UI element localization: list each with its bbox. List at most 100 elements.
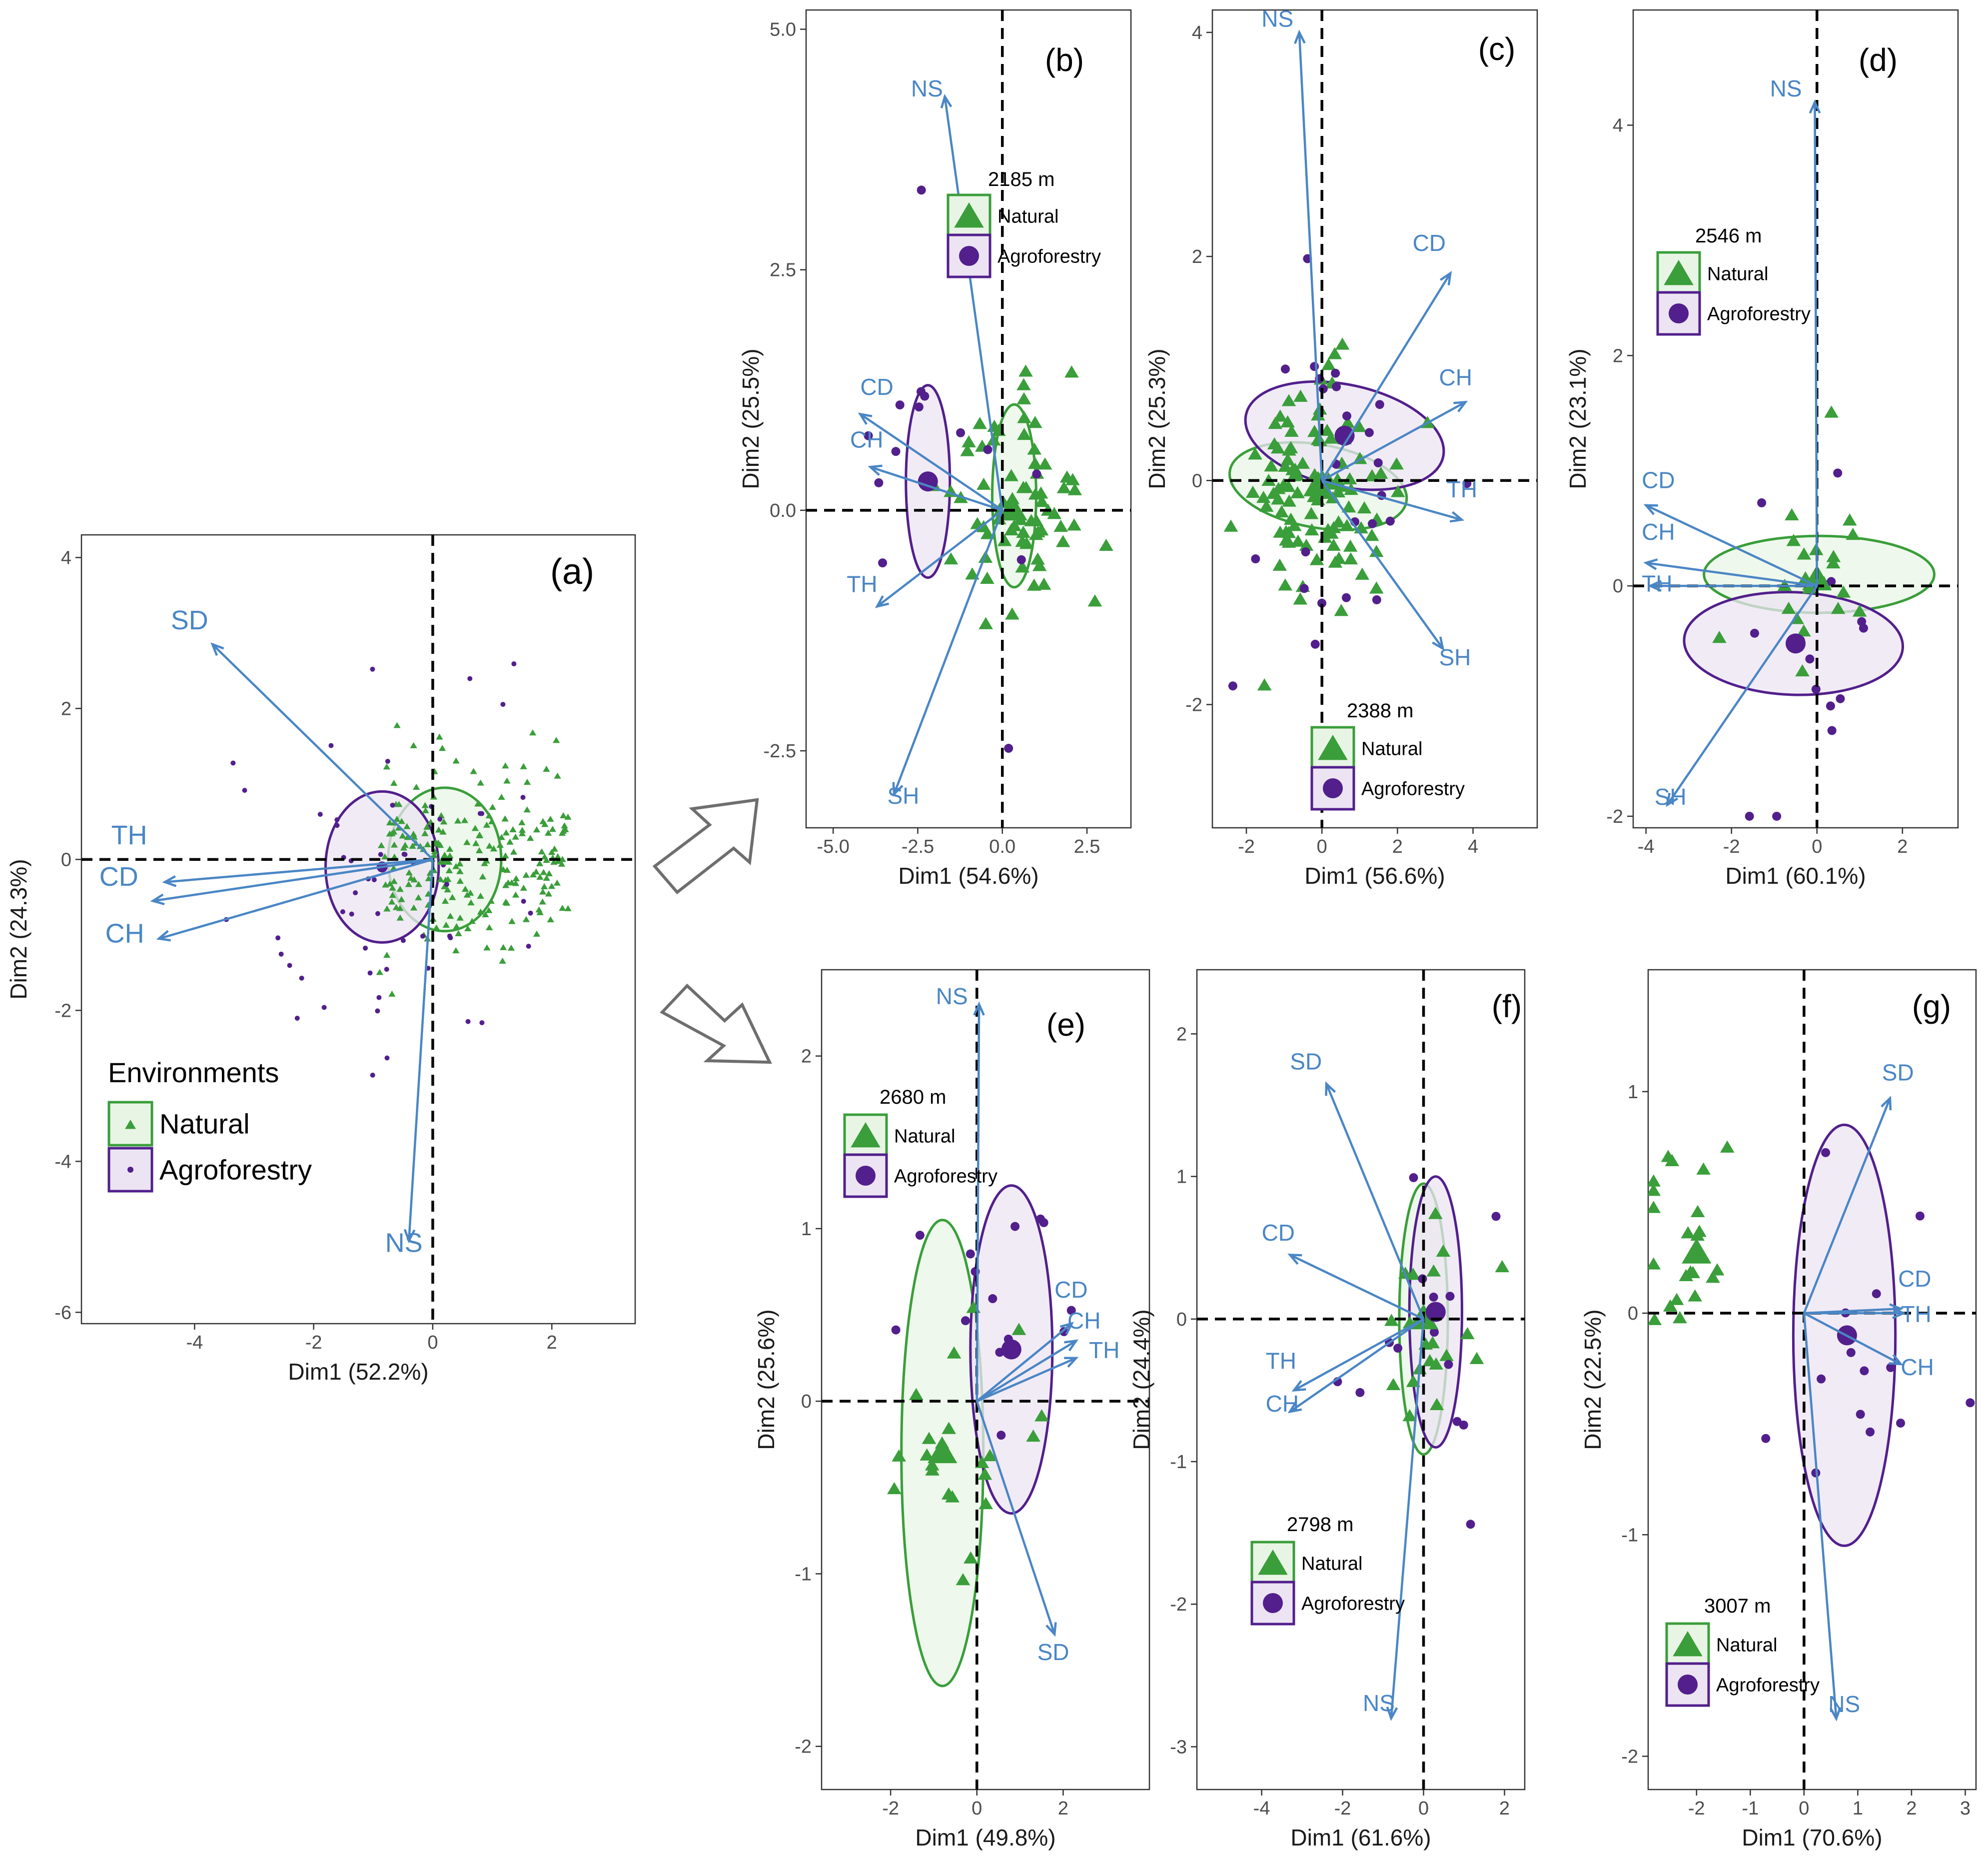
agroforestry-point <box>1317 598 1327 608</box>
natural-point <box>463 891 471 898</box>
natural-point <box>1007 519 1022 531</box>
natural-point <box>1004 469 1018 481</box>
agroforestry-point <box>299 975 304 981</box>
legend: 2798 m Natural Agroforestry <box>1250 1514 1405 1626</box>
agroforestry-point <box>917 185 926 195</box>
legend-label: Agroforestry <box>1361 778 1465 799</box>
y-tick-label: 0 <box>801 1391 812 1412</box>
natural-point <box>1067 483 1082 495</box>
legend-swatch <box>107 1147 153 1193</box>
natural-point <box>468 918 476 924</box>
agroforestry-point <box>1833 468 1843 478</box>
x-tick-label: -2 <box>1723 836 1740 857</box>
y-tick-label: 4 <box>1192 22 1202 43</box>
natural-point <box>403 823 411 829</box>
agroforestry-point <box>275 935 281 941</box>
panel-label: (b) <box>1045 42 1084 78</box>
natural-point <box>979 1497 993 1510</box>
vector-arrowhead-ch <box>1064 1339 1078 1352</box>
y-axis-title: Dim2 (25.3%) <box>1144 348 1170 489</box>
vector-label-ch: CH <box>1642 519 1675 545</box>
natural-point <box>520 763 527 769</box>
natural-point <box>410 830 417 837</box>
agroforestry-point <box>376 995 382 1000</box>
vector-arrowhead-ns <box>973 1001 985 1016</box>
natural-point <box>539 888 547 895</box>
natural-point <box>1064 365 1079 378</box>
natural-point <box>1334 604 1349 616</box>
natural-point <box>545 890 552 897</box>
natural-centroid <box>1682 1238 1712 1264</box>
natural-point <box>1696 1162 1711 1175</box>
legend-label: Natural <box>1361 738 1423 759</box>
agroforestry-point <box>371 877 377 882</box>
natural-point <box>383 905 391 912</box>
agroforestry-point <box>1444 1360 1453 1369</box>
natural-point <box>415 894 422 901</box>
natural-point <box>512 875 520 882</box>
natural-point <box>541 821 549 827</box>
natural-point <box>550 858 558 865</box>
agroforestry-point <box>317 812 323 817</box>
natural-point <box>1340 415 1355 428</box>
x-tick-label: 0 <box>427 1332 438 1353</box>
natural-point <box>977 477 991 490</box>
natural-point <box>410 742 417 748</box>
panel-d: -4 -2 0 2 -2 0 2 4 Dim1 (60.1%) Dim2 (23.1%) NS CD C… <box>1565 9 1959 889</box>
natural-point <box>518 827 526 833</box>
agroforestry-point <box>349 911 354 917</box>
x-axis-title: Dim1 (52.2%) <box>288 1359 428 1385</box>
natural-point <box>561 822 568 829</box>
natural-point <box>1015 534 1030 547</box>
natural-point <box>558 829 566 836</box>
vector-arrowhead-th <box>1449 511 1465 523</box>
panel-label: (d) <box>1859 42 1898 78</box>
natural-point <box>548 849 556 855</box>
panel-label: (c) <box>1478 31 1516 67</box>
vector-label-ns: NS <box>936 983 968 1009</box>
natural-point <box>543 874 550 881</box>
natural-point <box>1273 409 1287 422</box>
vector-ch <box>870 466 1003 511</box>
natural-point <box>410 904 418 911</box>
natural-point <box>376 969 383 975</box>
agroforestry-point <box>1826 701 1835 711</box>
agroforestry-point <box>242 788 247 793</box>
natural-point <box>490 845 498 852</box>
natural-point <box>536 873 544 880</box>
legend-triangle-icon <box>851 1122 881 1148</box>
natural-point <box>486 842 493 849</box>
y-tick-label: 2 <box>801 1046 812 1067</box>
natural-point <box>452 863 460 869</box>
natural-point <box>486 924 493 931</box>
vector-label-cd: CD <box>1642 467 1675 493</box>
y-tick-label: -2 <box>1170 1594 1187 1615</box>
natural-point <box>463 839 471 845</box>
natural-point <box>474 800 482 807</box>
natural-point <box>438 745 446 751</box>
vector-sh <box>1666 585 1818 806</box>
natural-point <box>393 722 401 728</box>
agroforestry-point <box>956 428 966 437</box>
natural-point <box>421 802 429 808</box>
agroforestry-point <box>1429 1328 1439 1337</box>
agroforestry-point <box>334 823 340 828</box>
natural-point <box>1283 441 1298 453</box>
agroforestry-point <box>526 943 531 949</box>
vector-label-cd: CD <box>860 374 893 400</box>
agroforestry-point <box>996 1431 1006 1440</box>
vector-label-cd: CD <box>1262 1220 1295 1246</box>
panel-a: -4 -2 0 2 -6 -4 -2 0 2 4 Dim1 (52.2%) Dim2 (24.3%) S… <box>5 534 636 1385</box>
y-axis-title: Dim2 (24.4%) <box>1128 1309 1154 1450</box>
natural-point <box>396 886 404 892</box>
agroforestry-point <box>420 933 425 939</box>
legend-label: Natural <box>894 1126 956 1147</box>
natural-point <box>979 617 993 629</box>
x-tick-label: -2 <box>1238 836 1255 857</box>
natural-point <box>1016 378 1031 390</box>
legend-triangle-icon <box>1673 1631 1703 1657</box>
agroforestry-point <box>1332 382 1341 391</box>
y-tick-label: -3 <box>1170 1737 1187 1758</box>
legend-circle-icon <box>127 1167 133 1173</box>
natural-point <box>980 571 994 584</box>
